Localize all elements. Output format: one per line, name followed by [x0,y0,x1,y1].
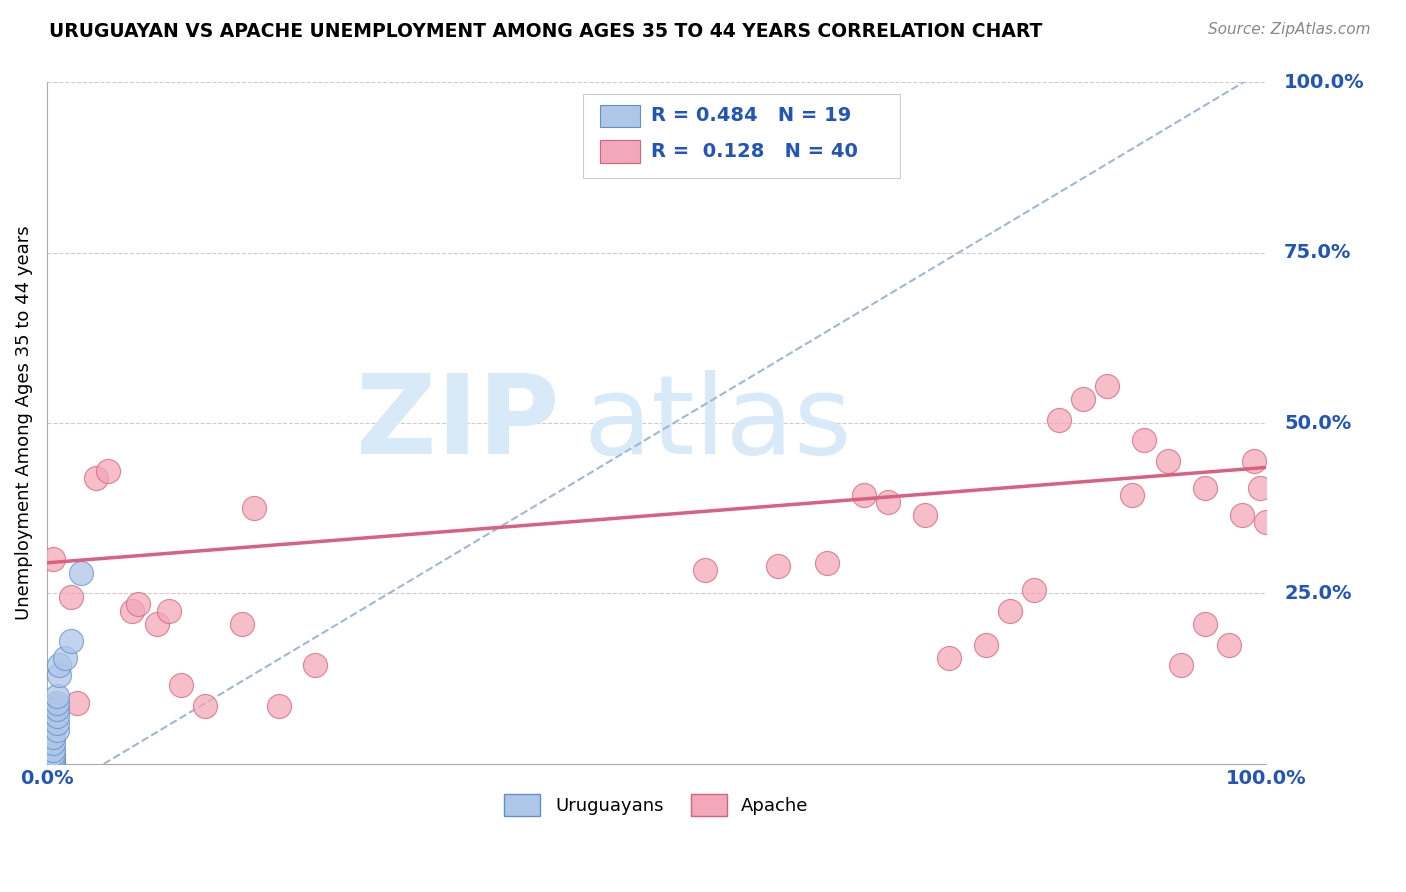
Text: 50.0%: 50.0% [1284,414,1351,433]
Point [42,756,65,771]
Point [42,730,65,744]
Point [170,678,193,692]
Point [53,651,76,665]
Point [145,617,167,632]
Text: R =  0.128   N = 40: R = 0.128 N = 40 [651,142,858,161]
Point [1097,378,1119,392]
Point [1133,433,1156,447]
Point [1121,488,1143,502]
Text: 100.0%: 100.0% [1284,73,1365,92]
Point [60,634,83,648]
Point [45,723,67,737]
Point [45,709,67,723]
Point [877,494,900,508]
Point [998,603,1021,617]
Point [1243,453,1265,467]
Point [42,756,65,771]
Text: ZIP: ZIP [356,369,558,476]
Point [66,696,89,710]
Point [768,559,790,574]
Point [42,750,65,764]
Point [42,736,65,750]
Point [45,715,67,730]
Point [42,552,65,566]
Point [45,698,67,713]
Point [1047,413,1070,427]
Text: URUGUAYAN VS APACHE UNEMPLOYMENT AMONG AGES 35 TO 44 YEARS CORRELATION CHART: URUGUAYAN VS APACHE UNEMPLOYMENT AMONG A… [49,22,1043,41]
Point [852,488,875,502]
Text: 75.0%: 75.0% [1284,244,1351,262]
Legend: Uruguayans, Apache: Uruguayans, Apache [498,787,815,823]
Point [60,590,83,604]
Point [1071,392,1094,407]
Point [267,698,290,713]
Point [914,508,936,523]
Point [48,668,70,682]
Text: 25.0%: 25.0% [1284,584,1351,603]
Point [121,603,143,617]
Point [304,658,326,673]
Point [48,658,70,673]
Point [1194,617,1216,632]
Point [84,470,107,484]
Y-axis label: Unemployment Among Ages 35 to 44 years: Unemployment Among Ages 35 to 44 years [15,226,32,621]
Point [243,501,266,516]
Point [45,702,67,716]
Text: atlas: atlas [583,369,852,476]
Text: R = 0.484   N = 19: R = 0.484 N = 19 [651,106,851,126]
Text: Source: ZipAtlas.com: Source: ZipAtlas.com [1208,22,1371,37]
Point [1218,638,1240,652]
Point [45,689,67,703]
Point [974,638,997,652]
Point [695,563,717,577]
Point [938,651,960,665]
Point [815,556,838,570]
Point [1024,583,1046,598]
Point [1194,481,1216,495]
Point [42,743,65,757]
Point [1157,453,1180,467]
Point [1254,515,1277,529]
Point [42,753,65,767]
Point [97,464,120,478]
Point [42,747,65,761]
Point [231,617,253,632]
Point [70,566,93,580]
Point [194,698,217,713]
Point [45,696,67,710]
Point [1249,481,1271,495]
Point [157,603,180,617]
Point [1230,508,1253,523]
Point [1170,658,1192,673]
Point [127,597,149,611]
